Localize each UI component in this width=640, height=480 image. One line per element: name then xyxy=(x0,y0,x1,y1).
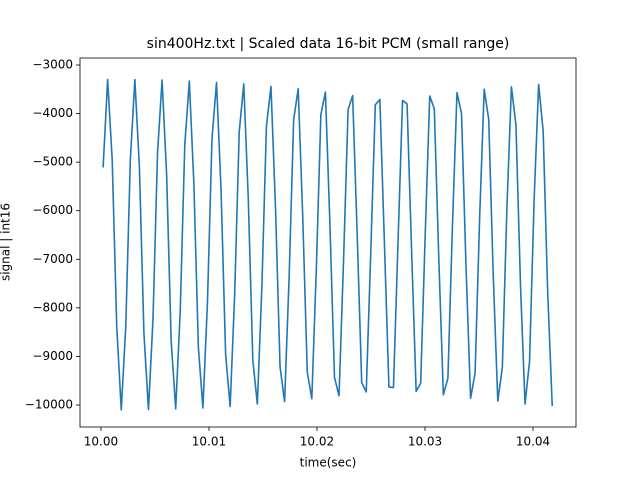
y-tick-label: −3000 xyxy=(32,57,73,71)
x-tick-label: 10.03 xyxy=(408,435,442,449)
series-line xyxy=(102,78,554,411)
y-tick-label: −4000 xyxy=(32,106,73,120)
y-axis-label: signal | int16 xyxy=(0,203,13,281)
chart-title: sin400Hz.txt | Scaled data 16-bit PCM (s… xyxy=(147,36,510,52)
y-tick-label: −7000 xyxy=(32,252,73,266)
x-tick-label: 10.00 xyxy=(84,435,118,449)
x-tick-label: 10.04 xyxy=(516,435,550,449)
plot-frame xyxy=(79,57,577,428)
x-tick-label: 10.02 xyxy=(300,435,334,449)
y-tick-label: −8000 xyxy=(32,300,73,314)
x-axis-label: time(sec) xyxy=(300,456,357,470)
y-tick-label: −10000 xyxy=(25,397,73,411)
x-tick-label: 10.01 xyxy=(192,435,226,449)
y-tick-label: −5000 xyxy=(32,155,73,169)
y-tick-label: −9000 xyxy=(32,349,73,363)
y-tick-label: −6000 xyxy=(32,203,73,217)
